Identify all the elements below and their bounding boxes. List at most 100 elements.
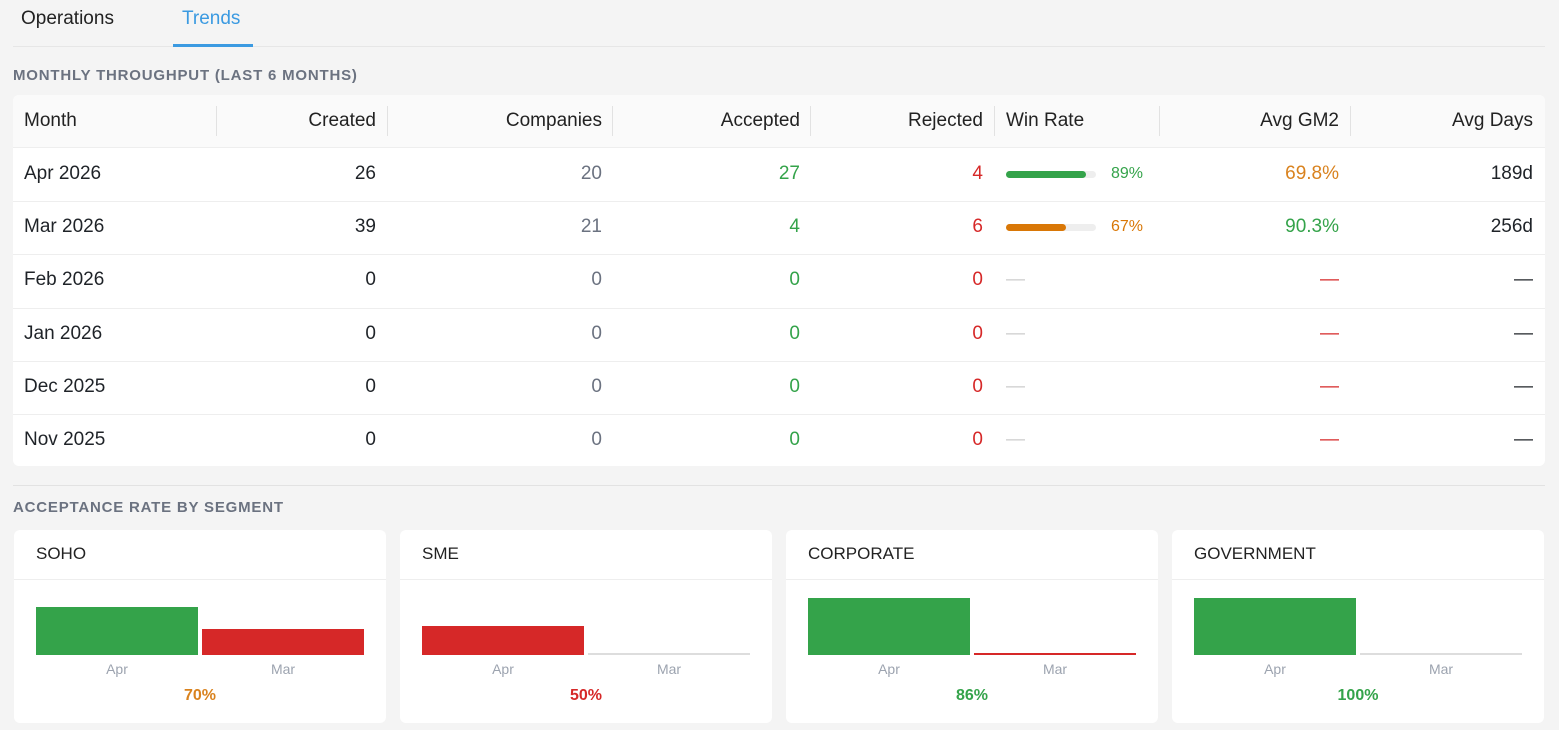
accepted: 0 xyxy=(789,375,800,397)
column-header: Month xyxy=(24,110,77,131)
win-rate-bar xyxy=(1006,171,1087,178)
bar xyxy=(422,625,584,655)
segment-rate: 70% xyxy=(183,687,217,704)
created: 0 xyxy=(365,269,376,291)
avg-days: — xyxy=(1514,429,1533,450)
column-separator xyxy=(994,106,995,136)
month: Nov 2025 xyxy=(24,429,106,450)
accepted: 0 xyxy=(789,429,800,450)
segment-rate: 86% xyxy=(955,687,989,704)
rejected: 0 xyxy=(972,322,983,344)
bar-month: Mar xyxy=(1428,661,1454,677)
segment-name: SME xyxy=(422,544,459,563)
column-separator xyxy=(387,106,388,136)
month: Mar 2026 xyxy=(24,216,105,238)
rejected: 0 xyxy=(972,269,983,291)
column-header: Companies xyxy=(505,110,602,131)
section-title: ACCEPTANCE RATE BY SEGMENT xyxy=(13,499,284,516)
segment-card: GOVERNMENT Apr Mar 100% xyxy=(1172,530,1544,723)
avg-gm2: — xyxy=(1320,322,1339,344)
segment-name: CORPORATE xyxy=(808,544,915,563)
accepted: 0 xyxy=(789,269,800,291)
column-separator xyxy=(810,106,811,136)
bar-month: Apr xyxy=(492,661,514,677)
rejected: 0 xyxy=(972,429,983,450)
column-separator xyxy=(216,106,217,136)
companies: 0 xyxy=(591,375,602,397)
created: 26 xyxy=(354,163,376,184)
segment-card: CORPORATE Apr Mar 86% xyxy=(786,530,1158,723)
table-card: Month Created Companies Accepted Rejected Win… xyxy=(13,95,1545,466)
segment-rate: 100% xyxy=(1337,687,1379,704)
row-divider xyxy=(13,414,1545,415)
bar-month: Mar xyxy=(656,661,682,677)
avg-gm2: 90.3% xyxy=(1285,216,1339,238)
segment-rate: 50% xyxy=(569,687,603,704)
avg-days: 189d xyxy=(1490,163,1533,184)
section-title: MONTHLY THROUGHPUT (LAST 6 MONTHS) xyxy=(13,67,358,84)
win-rate-label: 89% xyxy=(1111,165,1144,182)
created: 39 xyxy=(354,216,376,238)
avg-gm2: — xyxy=(1320,269,1339,291)
win-rate-bar xyxy=(1006,224,1067,232)
month: Dec 2025 xyxy=(24,375,106,397)
created: 0 xyxy=(365,322,376,344)
row-divider xyxy=(13,254,1545,256)
segment-card: SOHO Apr Mar 70% xyxy=(14,530,386,723)
empty-bar xyxy=(588,653,750,655)
column-separator xyxy=(1159,106,1160,136)
tab[interactable]: Trends xyxy=(182,8,241,29)
avg-days: — xyxy=(1514,269,1533,291)
segment-header-divider xyxy=(786,579,1158,580)
win-rate-empty: — xyxy=(1006,429,1025,450)
avg-days: — xyxy=(1514,375,1533,397)
created: 0 xyxy=(365,429,376,450)
accepted: 4 xyxy=(789,216,800,238)
month: Jan 2026 xyxy=(24,322,103,344)
row-divider xyxy=(13,360,1545,362)
rejected: 0 xyxy=(972,375,983,397)
month: Apr 2026 xyxy=(24,163,102,184)
bar-month: Mar xyxy=(270,661,296,677)
avg-gm2: — xyxy=(1320,375,1339,397)
bar xyxy=(808,598,970,655)
segment-header-divider xyxy=(14,579,386,580)
companies: 21 xyxy=(580,216,602,238)
column-separator xyxy=(612,106,613,136)
segment-name: SOHO xyxy=(36,544,87,563)
tab[interactable]: Operations xyxy=(21,8,114,29)
win-rate-empty: — xyxy=(1006,322,1025,344)
bar-month: Apr xyxy=(1264,661,1286,677)
column-header: Avg GM2 xyxy=(1260,110,1339,131)
bar-month: Apr xyxy=(106,661,128,677)
section-divider xyxy=(13,485,1545,486)
win-rate-empty: — xyxy=(1006,375,1025,397)
avg-days: — xyxy=(1514,322,1533,344)
bar xyxy=(1194,598,1356,655)
created: 0 xyxy=(365,375,376,397)
segment-header-divider xyxy=(400,579,772,580)
avg-days: 256d xyxy=(1490,216,1533,238)
month: Feb 2026 xyxy=(24,269,105,291)
tab-underline xyxy=(173,44,253,47)
column-header: Accepted xyxy=(720,110,800,131)
segment-name: GOVERNMENT xyxy=(1194,544,1316,563)
column-header: Created xyxy=(308,110,376,131)
win-rate-label: 67% xyxy=(1111,218,1144,236)
tab-divider xyxy=(13,46,1545,47)
bar xyxy=(974,653,1136,655)
empty-bar xyxy=(1360,653,1522,655)
column-header: Avg Days xyxy=(1452,110,1533,131)
row-divider xyxy=(13,307,1545,309)
segment-header-divider xyxy=(1172,579,1544,580)
accepted: 0 xyxy=(789,322,800,344)
rejected: 6 xyxy=(972,216,983,238)
column-header: Rejected xyxy=(908,110,983,131)
bar-month: Apr xyxy=(878,661,900,677)
companies: 0 xyxy=(591,429,602,450)
accepted: 27 xyxy=(778,163,800,184)
segment-card: SME Apr Mar 50% xyxy=(400,530,772,723)
column-header: Win Rate xyxy=(1006,110,1085,131)
bar xyxy=(202,628,364,655)
